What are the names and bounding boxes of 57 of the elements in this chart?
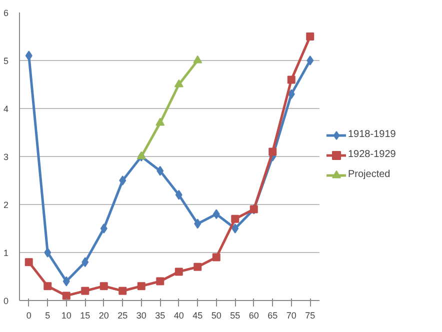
x-tick-label: 35 — [155, 310, 166, 320]
point — [82, 257, 89, 268]
point — [100, 224, 108, 234]
y-tick-label: 2 — [3, 200, 9, 210]
x-tick-label: 5 — [45, 310, 50, 320]
x-tick-label: 55 — [230, 310, 240, 320]
point — [306, 32, 314, 40]
x-tick-label: 0 — [26, 310, 32, 320]
point — [306, 56, 314, 66]
point — [119, 176, 126, 186]
point — [193, 55, 202, 64]
y-tick-label: 3 — [3, 152, 9, 162]
point — [212, 209, 220, 220]
point — [194, 262, 202, 271]
point — [25, 50, 32, 61]
point — [232, 224, 239, 234]
point — [156, 277, 164, 286]
x-tick-label: 15 — [80, 310, 90, 320]
y-tick-label: 0 — [3, 296, 9, 306]
point — [268, 148, 277, 156]
x-tick-label: 75 — [305, 310, 316, 320]
point — [156, 166, 164, 176]
point — [62, 292, 70, 300]
point — [174, 79, 184, 88]
x-tick-label: 70 — [286, 310, 296, 320]
point — [287, 76, 296, 84]
x-tick-label: 65 — [268, 310, 278, 320]
point — [156, 118, 165, 126]
y-tick-label: 4 — [3, 104, 9, 114]
x-tick-label: 40 — [174, 310, 184, 320]
point — [62, 276, 70, 286]
legend-label: 1918-1919 — [348, 129, 396, 140]
point — [118, 286, 127, 295]
point — [24, 258, 33, 266]
x-tick-label: 50 — [211, 310, 222, 320]
point — [81, 286, 90, 295]
point — [288, 89, 295, 100]
point — [137, 282, 146, 290]
legend-label: 1928-1929 — [348, 149, 396, 160]
x-tick-label: 60 — [248, 310, 259, 320]
point — [44, 248, 52, 258]
x-tick-label: 25 — [118, 310, 128, 320]
y-tick-label: 1 — [3, 248, 9, 258]
x-tick-label: 45 — [192, 310, 203, 320]
point — [44, 282, 52, 290]
point — [212, 253, 220, 262]
x-tick-label: 10 — [61, 310, 72, 320]
x-tick-label: 30 — [136, 310, 146, 320]
point — [231, 214, 240, 223]
legend-label: Projected — [348, 169, 390, 180]
x-tick-label: 20 — [98, 310, 109, 320]
point — [194, 218, 202, 229]
y-tick-label: 6 — [3, 8, 9, 18]
y-tick-label: 5 — [3, 56, 9, 66]
point — [100, 282, 108, 290]
point — [175, 190, 182, 200]
point — [174, 268, 183, 276]
